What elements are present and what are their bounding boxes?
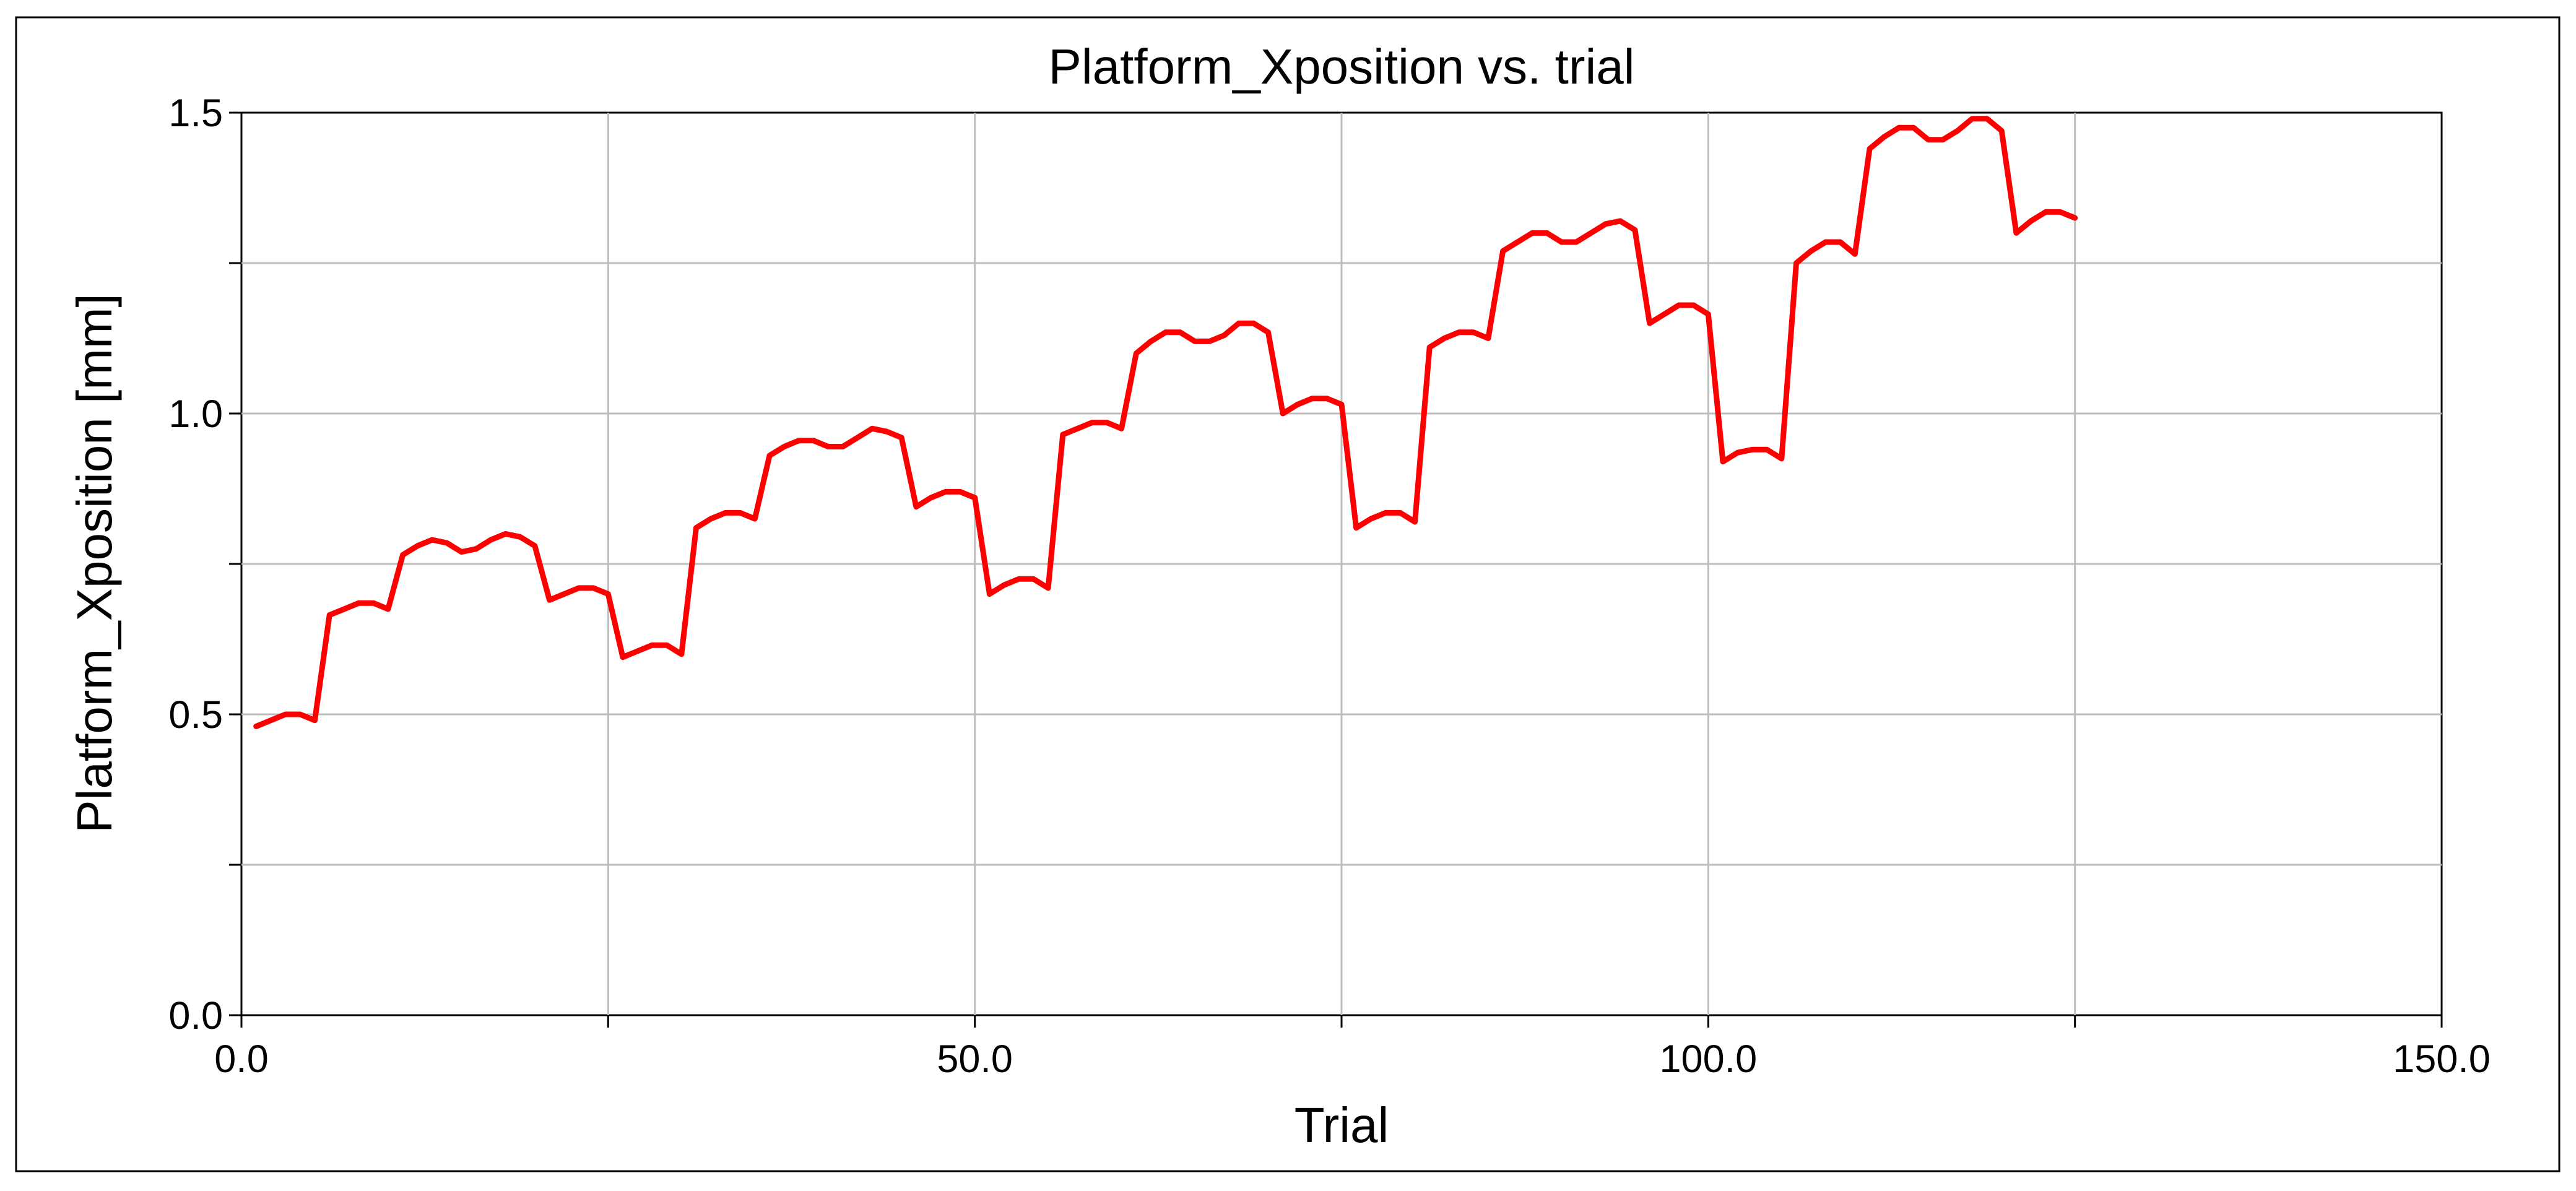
axis-layer: 0.0 50.0 100.0 150.0 0.0 0.5 1.0 1.5 [168, 92, 2490, 1081]
series-layer [253, 116, 2078, 729]
y-tick-label: 1.5 [168, 92, 223, 135]
y-tick-label: 0.5 [168, 693, 223, 737]
x-tick-label: 150.0 [2393, 1037, 2491, 1081]
y-tick-label: 0.0 [168, 994, 223, 1037]
y-tick-label: 1.0 [168, 392, 223, 436]
chart-title: Platform_Xposition vs. trial [1048, 39, 1634, 94]
y-axis-label: Platform_Xposition [mm] [67, 293, 122, 833]
grid-layer [241, 113, 2442, 1015]
series-line [253, 116, 2078, 729]
x-tick-label: 0.0 [214, 1037, 269, 1081]
x-tick-label: 100.0 [1660, 1037, 1758, 1081]
x-axis-label: Trial [1295, 1098, 1389, 1153]
x-tick-label: 50.0 [937, 1037, 1013, 1081]
